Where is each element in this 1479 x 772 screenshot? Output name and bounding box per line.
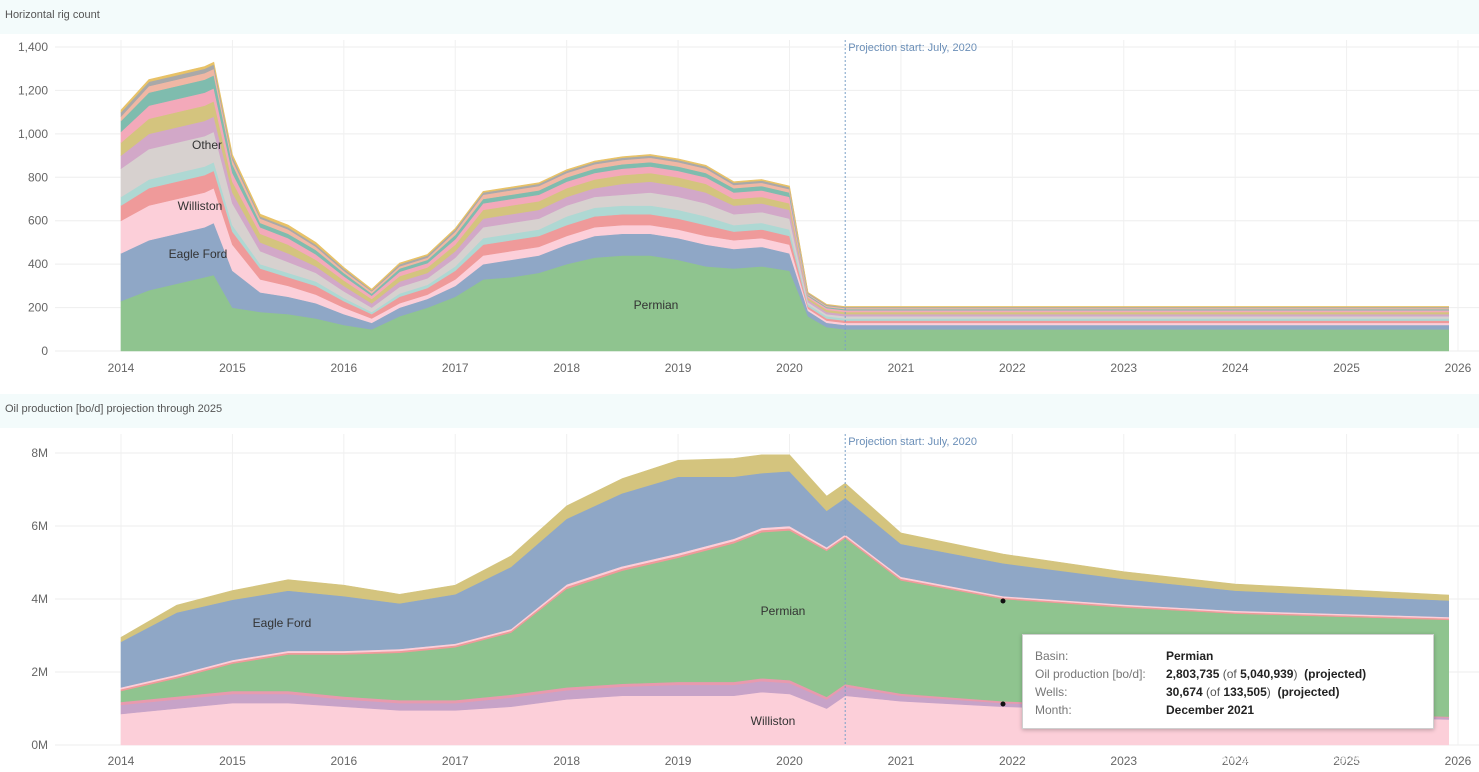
tooltip-month-row: Month: December 2021 [1035,703,1421,721]
top-panel-title: Horizontal rig count [0,0,1479,34]
tooltip-oil-total: 5,040,939 [1240,667,1294,681]
rig-xtick-label: 2016 [330,361,357,375]
rig-ytick-label: 800 [28,170,48,184]
oil-xtick-label: 2026 [1445,754,1472,768]
rig-xtick-label: 2019 [665,361,692,375]
rig-ytick-label: 1,400 [18,40,48,54]
label-bottom-williston: Williston [751,714,796,728]
oil-ytick-label: 0M [31,738,48,752]
oil-area-series-7[interactable] [120,454,1450,643]
hover-marker-lower [1000,701,1006,707]
oil-xtick-label: 2016 [330,754,357,768]
tooltip-oil-of: (of [1222,667,1237,681]
tooltip-wells-note: (projected) [1277,685,1340,699]
label-top-williston: Williston [178,199,223,213]
tooltip-oil-amount: 2,803,735 [1166,667,1220,681]
tooltip-basin-key: Basin: [1035,649,1069,663]
tooltip-oil-key: Oil production [bo/d]: [1035,667,1146,681]
rig-ytick-label: 600 [28,214,48,228]
rig-xtick-label: 2021 [888,361,915,375]
oil-ytick-label: 6M [31,519,48,533]
tooltip-oil-value: 2,803,735 (of 5,040,939) (projected) [1166,667,1366,685]
oil-xtick-label: 2020 [776,754,803,768]
oil-projection-label: Projection start: July, 2020 [848,436,977,448]
rig-ytick-label: 1,200 [18,83,48,97]
tooltip-basin-row: Basin: Permian [1035,649,1421,667]
rig-ytick-label: 1,000 [18,127,48,141]
oil-xtick-label: 2021 [888,754,915,768]
watermark: www.eafxw.com EA分享网 [1209,751,1362,766]
tooltip-month-value: December 2021 [1166,703,1255,717]
tooltip-wells-row: Wells: 30,674 (of 133,505) (projected) [1035,685,1421,703]
oil-xtick-label: 2017 [442,754,469,768]
rig-projection-label: Projection start: July, 2020 [848,42,977,54]
label-bottom-eagle-ford: Eagle Ford [253,616,312,630]
oil-ytick-label: 8M [31,446,48,460]
tooltip-wells-amount: 30,674 [1166,685,1203,699]
oil-xtick-label: 2019 [665,754,692,768]
bottom-panel-title: Oil production [bo/d] projection through… [0,394,1479,428]
rig-xtick-label: 2024 [1222,361,1249,375]
rig-xtick-label: 2018 [553,361,580,375]
tooltip-oil-note: (projected) [1304,667,1367,681]
label-top-other: Other [192,138,222,152]
hover-marker-upper [1000,598,1006,604]
oil-xtick-label: 2023 [1110,754,1137,768]
oil-xtick-label: 2015 [219,754,246,768]
tooltip-wells-value: 30,674 (of 133,505) (projected) [1166,685,1339,703]
tooltip-wells-total: 133,505 [1223,685,1267,699]
rig-xtick-label: 2015 [219,361,246,375]
oil-xtick-label: 2024 [1222,754,1249,768]
oil-xtick-label: 2014 [108,754,135,768]
oil-xtick-label: 2018 [553,754,580,768]
oil-ytick-label: 4M [31,592,48,606]
rig-xtick-label: 2014 [108,361,135,375]
rig-xtick-label: 2025 [1333,361,1360,375]
oil-xtick-label: 2022 [999,754,1026,768]
rig-xtick-label: 2023 [1110,361,1137,375]
rig-ytick-label: 0 [41,344,48,358]
tooltip-month-key: Month: [1035,703,1072,717]
rig-area-series-12[interactable] [120,61,1450,308]
label-top-permian: Permian [634,298,679,312]
tooltip-wells-close: ) [1266,685,1271,699]
rig-xtick-label: 2026 [1445,361,1472,375]
oil-xtick-label: 2025 [1333,754,1360,768]
oil-ytick-label: 2M [31,665,48,679]
rig-count-chart[interactable]: 0 200 400 600 800 1,000 1,200 1,400 2014 2015 2016… [18,40,1479,375]
rig-xtick-label: 2022 [999,361,1026,375]
tooltip: Basin: Permian Oil production [bo/d]: 2,… [1022,634,1434,729]
tooltip-oil-close: ) [1293,667,1298,681]
rig-areas [120,61,1450,352]
label-top-eagle-ford: Eagle Ford [169,247,228,261]
rig-ytick-label: 400 [28,257,48,271]
rig-ytick-label: 200 [28,301,48,315]
tooltip-wells-of: (of [1206,685,1221,699]
label-bottom-permian: Permian [761,604,806,618]
rig-xtick-label: 2017 [442,361,469,375]
rig-xtick-label: 2020 [776,361,803,375]
tooltip-wells-key: Wells: [1035,685,1068,699]
tooltip-oil-row: Oil production [bo/d]: 2,803,735 (of 5,0… [1035,667,1421,685]
tooltip-basin-value: Permian [1166,649,1214,663]
